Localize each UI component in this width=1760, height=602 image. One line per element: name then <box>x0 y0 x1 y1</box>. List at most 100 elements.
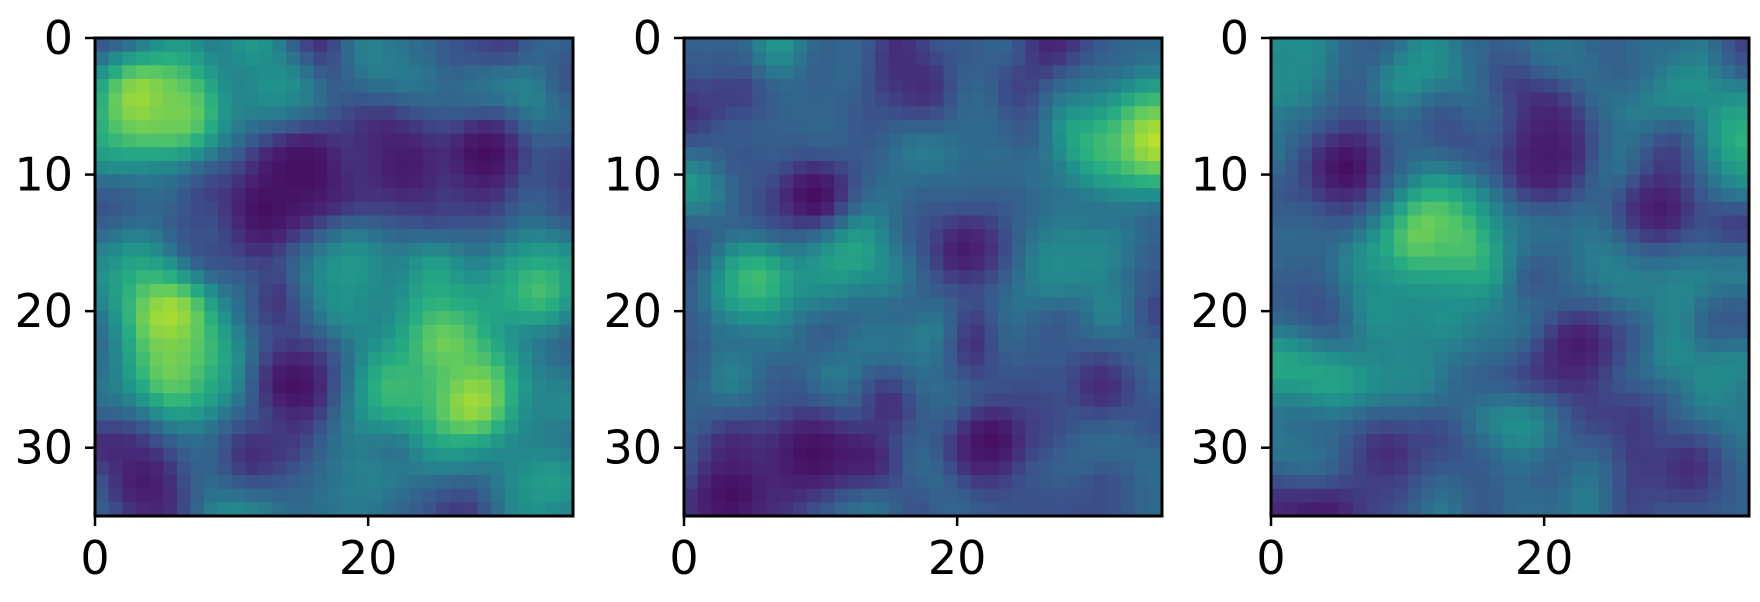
heatmap-cell <box>1352 420 1368 435</box>
heatmap-cell <box>1612 270 1627 285</box>
heatmap-cell <box>463 160 478 176</box>
heatmap-cell <box>450 461 465 476</box>
heatmap-cell <box>1585 352 1600 367</box>
heatmap-cell <box>122 242 137 258</box>
heatmap-cell <box>1066 133 1081 148</box>
heatmap-cell <box>998 379 1013 394</box>
heatmap-cell <box>1721 406 1736 421</box>
heatmap-cell <box>1530 242 1545 258</box>
heatmap-cell <box>532 242 547 258</box>
x-tick-label: 20 <box>1515 531 1574 585</box>
heatmap-cell <box>409 242 424 258</box>
heatmap-cell <box>765 475 781 490</box>
heatmap-cell <box>354 502 369 517</box>
heatmap-cell <box>1380 475 1395 490</box>
heatmap-cell <box>1585 65 1600 80</box>
heatmap-cell <box>258 379 274 394</box>
heatmap-cell <box>684 379 699 394</box>
heatmap-cell <box>779 38 794 53</box>
heatmap-cell <box>1025 475 1040 490</box>
heatmap-cell <box>258 160 274 176</box>
heatmap-cell <box>1393 147 1409 162</box>
heatmap-cell <box>545 406 560 421</box>
heatmap-cell <box>204 133 219 148</box>
heatmap-cell <box>450 352 465 367</box>
heatmap-cell <box>1052 420 1067 435</box>
heatmap-cell <box>368 420 383 435</box>
heatmap-cell <box>1380 119 1395 135</box>
heatmap-cell <box>1503 188 1518 203</box>
heatmap-cell <box>929 324 945 340</box>
heatmap-cell <box>1530 488 1545 503</box>
heatmap-cell <box>477 65 492 80</box>
heatmap-cell <box>532 147 547 162</box>
heatmap-cell <box>231 311 246 326</box>
heatmap-cell <box>450 78 465 94</box>
heatmap-cell <box>1339 447 1354 462</box>
heatmap-cell <box>258 92 274 107</box>
heatmap-cell <box>491 51 506 66</box>
heatmap-cell <box>436 242 451 258</box>
heatmap-cell <box>477 461 492 476</box>
heatmap-cell <box>258 174 274 189</box>
heatmap-cell <box>711 188 726 203</box>
heatmap-cell <box>436 379 451 394</box>
heatmap-cell <box>738 338 753 353</box>
heatmap-cell <box>1694 365 1709 381</box>
heatmap-cell <box>299 324 315 340</box>
heatmap-cell <box>1339 215 1354 230</box>
heatmap-cell <box>1516 461 1532 476</box>
heatmap-cell <box>504 92 519 107</box>
heatmap-cell <box>1093 488 1108 503</box>
heatmap-cell <box>820 352 835 367</box>
heatmap-cell <box>929 365 945 381</box>
heatmap-cell <box>409 133 424 148</box>
heatmap-cell <box>1475 147 1491 162</box>
heatmap-cell <box>1598 133 1614 148</box>
heatmap-cell <box>272 174 287 189</box>
heatmap-cell <box>1571 160 1586 176</box>
heatmap-cell <box>1352 106 1368 121</box>
heatmap-cell <box>286 215 301 230</box>
heatmap-cell <box>1121 147 1136 162</box>
heatmap-cell <box>340 256 356 271</box>
heatmap-cell <box>518 51 533 66</box>
heatmap-cell <box>463 502 478 517</box>
heatmap-cell <box>1735 215 1750 230</box>
heatmap-cell <box>1557 65 1573 80</box>
heatmap-cell <box>752 311 767 326</box>
heatmap-cell <box>286 256 301 271</box>
heatmap-cell <box>1694 488 1709 503</box>
heatmap-cell <box>1421 488 1436 503</box>
heatmap-cell <box>354 215 369 230</box>
heatmap-cell <box>491 311 506 326</box>
heatmap-cell <box>1148 379 1163 394</box>
heatmap-cell <box>1489 51 1504 66</box>
heatmap-cell <box>916 188 931 203</box>
heatmap-cell <box>1039 311 1054 326</box>
heatmap-cell <box>477 201 492 217</box>
heatmap-cell <box>1093 420 1108 435</box>
heatmap-cell <box>149 133 164 148</box>
heatmap-cell <box>1653 406 1668 421</box>
heatmap-cell <box>1148 188 1163 203</box>
heatmap-cell <box>916 434 931 449</box>
heatmap-cell <box>684 297 699 312</box>
heatmap-cell <box>1489 174 1504 189</box>
heatmap-cell <box>163 256 178 271</box>
heatmap-cell <box>1271 256 1286 271</box>
heatmap-cell <box>711 502 726 517</box>
heatmap-cell <box>381 229 397 244</box>
heatmap-cell <box>1653 147 1668 162</box>
heatmap-cell <box>436 311 451 326</box>
heatmap-cell <box>190 324 205 340</box>
heatmap-cell <box>176 229 192 244</box>
heatmap-cell <box>861 447 876 462</box>
heatmap-cell <box>463 434 478 449</box>
heatmap-cell <box>327 393 342 408</box>
heatmap-cell <box>1325 242 1340 258</box>
heatmap-cell <box>1585 270 1600 285</box>
heatmap-cell <box>463 215 478 230</box>
heatmap-cell <box>190 352 205 367</box>
heatmap-cell <box>779 338 794 353</box>
